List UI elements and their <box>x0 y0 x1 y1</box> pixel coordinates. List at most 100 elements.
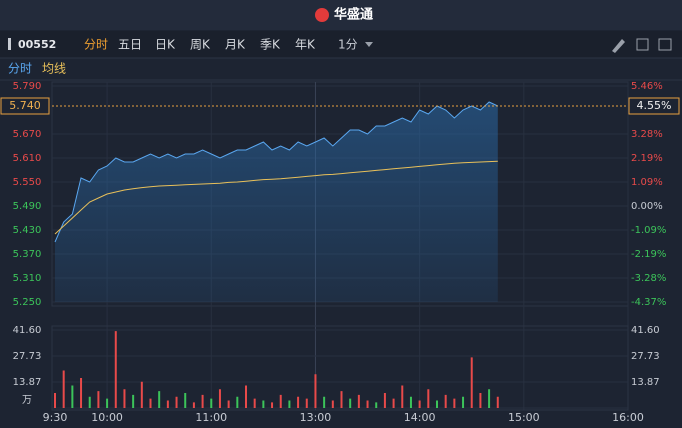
volume-y2-tick-label: 27.73 <box>631 351 660 362</box>
volume-bar <box>436 400 438 408</box>
volume-bar <box>123 389 126 408</box>
volume-tick-label: 13.87 <box>13 377 42 388</box>
volume-bar <box>253 398 256 408</box>
y2-tick-label: 1.09% <box>631 177 663 188</box>
top-bar <box>0 0 682 30</box>
volume-bar <box>409 396 412 408</box>
x-tick-label: 16:00 <box>612 411 644 424</box>
y-tick-label: 5.670 <box>13 129 42 140</box>
volume-bar <box>54 393 56 408</box>
period-tab[interactable]: 月K <box>225 38 246 52</box>
period-tab[interactable]: 季K <box>260 38 281 52</box>
volume-bar <box>462 396 465 408</box>
volume-bar <box>245 385 247 408</box>
y2-tick-label: 3.28% <box>631 129 663 140</box>
volume-bar <box>166 400 169 408</box>
volume-bar <box>305 398 308 408</box>
legend-entry: 均线 <box>42 62 66 76</box>
volume-bar <box>340 391 343 408</box>
volume-y2-tick-label: 13.87 <box>631 377 660 388</box>
volume-bar <box>496 396 499 408</box>
y-tick-label: 5.490 <box>13 201 42 212</box>
volume-bar <box>158 391 161 408</box>
x-tick-label: 11:00 <box>195 411 227 424</box>
fullscreen-icon[interactable] <box>636 38 649 51</box>
volume-bar <box>288 400 291 408</box>
y2-tick-label: -2.19% <box>631 249 666 260</box>
volume-bar <box>366 400 369 408</box>
period-tab[interactable]: 日K <box>155 38 176 52</box>
logo <box>315 8 329 22</box>
y-tick-label: 5.550 <box>13 177 42 188</box>
volume-bar <box>184 393 187 408</box>
volume-bar <box>323 396 326 408</box>
x-tick-label: 10:00 <box>91 411 123 424</box>
y-tick-label: 5.310 <box>13 273 42 284</box>
volume-bar <box>479 393 482 408</box>
x-tick-label: 9:30 <box>43 411 68 424</box>
draw-icon[interactable] <box>612 39 625 53</box>
volume-bar <box>470 357 473 408</box>
volume-bar <box>331 400 334 408</box>
volume-bar <box>175 396 178 408</box>
volume-bar <box>271 402 274 408</box>
volume-bar <box>392 398 395 408</box>
last-change-box <box>628 97 680 115</box>
period-tab[interactable]: 五日 <box>118 38 142 52</box>
y2-tick-label: 0.00% <box>631 201 663 212</box>
last-price-box <box>0 97 50 115</box>
volume-bar <box>210 398 213 408</box>
volume-tick-label: 27.73 <box>13 351 42 362</box>
price-area <box>55 102 498 302</box>
volume-bar <box>427 389 430 408</box>
volume-bar <box>106 398 109 408</box>
volume-bar <box>114 331 117 408</box>
volume-bar <box>80 378 83 408</box>
volume-bar <box>444 394 447 408</box>
volume-bar <box>201 394 204 408</box>
volume-bar <box>262 400 265 408</box>
volume-bar <box>279 394 282 408</box>
volume-bar <box>357 394 360 408</box>
price-line <box>54 101 499 243</box>
app-title: 华盛通 <box>334 7 373 23</box>
volume-bar <box>453 398 456 408</box>
collapse-icon[interactable] <box>8 38 11 50</box>
last-price-label: 5.740 <box>9 99 41 112</box>
y-tick-label: 5.610 <box>13 153 42 164</box>
period-tab[interactable]: 分时 <box>84 38 108 52</box>
x-tick-label: 15:00 <box>508 411 540 424</box>
last-change-label: 4.55% <box>637 99 672 112</box>
volume-bar <box>132 394 135 408</box>
y2-tick-label: 2.19% <box>631 153 663 164</box>
y-tick-label: 5.430 <box>13 225 42 236</box>
x-tick-label: 14:00 <box>404 411 436 424</box>
period-tab[interactable]: 周K <box>190 38 211 52</box>
volume-bar <box>192 402 195 408</box>
volume-bar <box>97 391 100 408</box>
volume-tick-label: 41.60 <box>13 325 42 336</box>
x-tick-label: 13:00 <box>300 411 332 424</box>
volume-bar <box>149 398 152 408</box>
volume-bar <box>62 370 65 408</box>
legend-entry: 分时 <box>8 62 32 76</box>
volume-bar <box>401 385 404 408</box>
dropdown-arrow[interactable] <box>365 42 373 47</box>
volume-bar <box>218 389 221 408</box>
stock-code: 00552 <box>18 38 56 51</box>
settings-icon[interactable] <box>658 38 672 51</box>
y-tick-label: 5.790 <box>13 81 42 92</box>
volume-bar <box>314 374 317 408</box>
y-tick-label: 5.250 <box>13 297 42 308</box>
volume-bar <box>236 396 239 408</box>
volume-tick-label: 万 <box>22 395 32 406</box>
y2-tick-label: -1.09% <box>631 225 666 236</box>
volume-bar <box>383 393 386 408</box>
y2-tick-label: 5.46% <box>631 81 663 92</box>
y2-tick-label: -4.37% <box>631 297 666 308</box>
interval[interactable]: 1分 <box>338 38 358 52</box>
period-tab[interactable]: 年K <box>295 38 316 52</box>
toolbar <box>0 31 682 58</box>
